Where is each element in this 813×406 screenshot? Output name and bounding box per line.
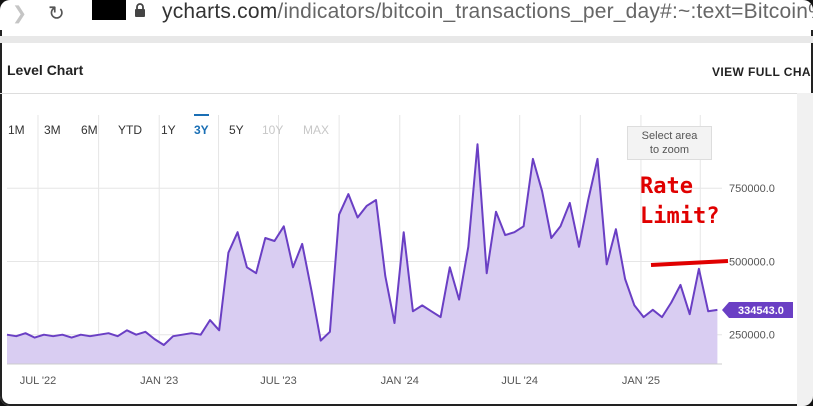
url-domain: ycharts.com — [162, 0, 278, 23]
card-title: Level Chart — [7, 62, 84, 78]
y-tick-label: 500000.0 — [729, 256, 775, 268]
rate-limit-marker-line — [650, 259, 729, 267]
x-tick-label: JUL '23 — [260, 375, 297, 387]
x-tick-label: JAN '25 — [622, 375, 660, 387]
range-button-ytd[interactable]: YTD — [118, 123, 142, 137]
y-tick-label: 250000.0 — [729, 330, 775, 342]
range-button-3y[interactable]: 3Y — [194, 114, 209, 137]
zoom-hint-line: Select area — [641, 130, 698, 142]
x-tick-label: JUL '24 — [501, 375, 538, 387]
x-tick-label: JAN '24 — [381, 375, 419, 387]
lock-icon — [135, 3, 145, 17]
browser-address-bar: ❯ ↻ ycharts.com/indicators/bitcoin_trans… — [0, 0, 813, 30]
last-value-badge — [722, 301, 793, 318]
reload-icon[interactable]: ↻ — [48, 3, 65, 25]
x-tick-label: JUL '22 — [20, 375, 57, 387]
y-tick-label: 750000.0 — [729, 183, 775, 195]
last-value-label: 334543.0 — [738, 305, 784, 317]
x-tick-label: JAN '23 — [140, 375, 178, 387]
zoom-hint: Select area to zoom — [627, 126, 712, 160]
range-button-3m[interactable]: 3M — [44, 123, 61, 137]
card-header-divider — [0, 93, 813, 94]
rate-limit-annotation: Rate Limit? — [640, 174, 720, 229]
url-path: /indicators/bitcoin_transactions_per_day… — [277, 0, 813, 23]
series-line — [6, 143, 718, 346]
series-area — [7, 144, 718, 364]
redacted-block — [92, 0, 126, 20]
range-button-max: MAX — [303, 123, 330, 137]
range-button-10y: 10Y — [262, 123, 284, 137]
toolbar-divider — [0, 36, 813, 43]
range-button-5y[interactable]: 5Y — [229, 123, 244, 137]
view-full-chart-link[interactable]: VIEW FULL CHA — [712, 65, 811, 79]
forward-icon[interactable]: ❯ — [12, 3, 28, 23]
zoom-hint-line: to zoom — [649, 144, 690, 156]
range-button-1y[interactable]: 1Y — [161, 123, 176, 137]
range-button-6m[interactable]: 6M — [81, 123, 98, 137]
zoom-hint-text: Select area to zoom — [642, 130, 698, 156]
range-button-1m[interactable]: 1M — [8, 123, 25, 137]
page-scrollbar[interactable] — [797, 93, 813, 406]
url-text[interactable]: ycharts.com/indicators/bitcoin_transacti… — [162, 0, 813, 24]
